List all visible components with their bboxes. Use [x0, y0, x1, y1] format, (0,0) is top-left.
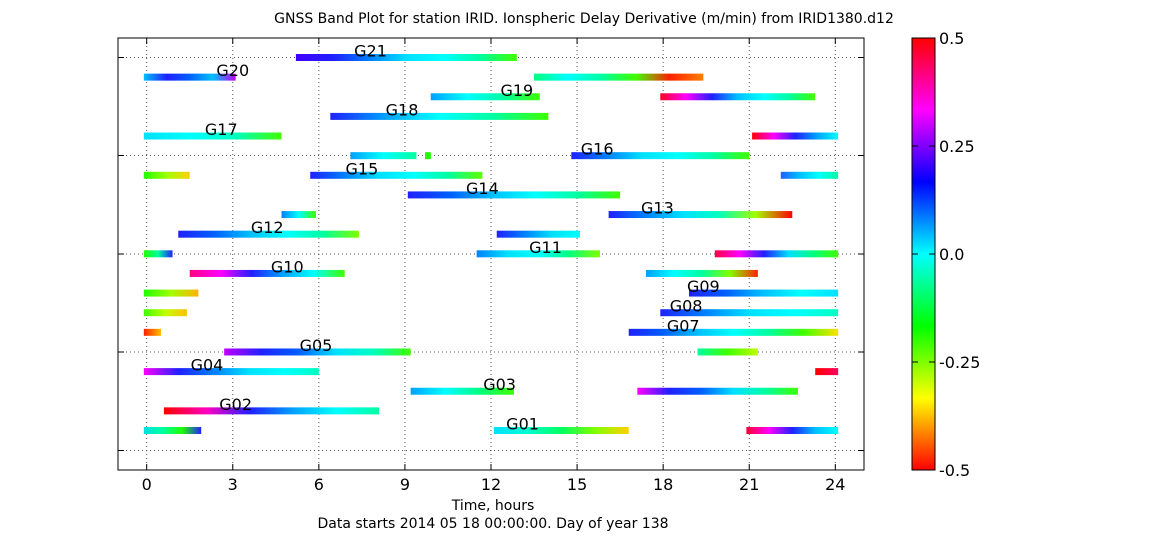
- pass-band-g03: [410, 387, 514, 395]
- chart-subtitle: Data starts 2014 05 18 00:00:00. Day of …: [317, 516, 668, 532]
- x-tick-label: 21: [739, 475, 759, 494]
- x-tick-label: 6: [314, 475, 324, 494]
- pass-band-g08: [143, 309, 187, 317]
- satellite-label: G21: [354, 42, 387, 61]
- colorbar-tick-label: -0.5: [939, 461, 970, 480]
- x-tick-label: 0: [142, 475, 152, 494]
- colorbar-tick-label: 0.25: [939, 137, 975, 156]
- pass-band-g04: [143, 368, 319, 376]
- colorbar-tick-label: -0.25: [939, 353, 980, 372]
- pass-band-g11: [143, 250, 173, 258]
- pass-band-g12: [496, 230, 580, 238]
- pass-band-g05: [697, 348, 758, 356]
- pass-band-g07: [143, 328, 162, 336]
- satellite-label: G11: [529, 238, 562, 257]
- bands: [143, 54, 839, 434]
- satellite-label: G05: [300, 336, 333, 355]
- pass-band-g13: [281, 211, 316, 219]
- x-axis: 0 3 6 9 12 15 18 21 24: [118, 38, 864, 494]
- x-tick-label: 24: [825, 475, 845, 494]
- satellite-label: G10: [271, 257, 304, 276]
- pass-band-g16: [571, 152, 750, 160]
- satellite-label: G16: [581, 140, 614, 159]
- x-axis-label: Time, hours: [451, 498, 535, 514]
- pass-band-g05: [224, 348, 411, 356]
- pass-band-g20: [534, 73, 704, 81]
- satellite-label: G18: [386, 100, 419, 119]
- satellite-label: G01: [506, 415, 539, 434]
- satellite-label: G13: [641, 199, 674, 218]
- satellite-label: G20: [216, 61, 249, 80]
- pass-band-g10: [189, 269, 345, 277]
- chart-title: GNSS Band Plot for station IRID. Ionsphe…: [274, 11, 894, 27]
- satellite-label: G02: [219, 395, 252, 414]
- x-tick-label: 18: [653, 475, 673, 494]
- pass-band-g19: [430, 93, 540, 101]
- satellite-label: G09: [687, 277, 720, 296]
- colorbar-tick-label: 0.0: [939, 245, 964, 264]
- pass-band-g14: [407, 191, 621, 199]
- satellite-label: G12: [251, 218, 284, 237]
- satellite-label: G17: [205, 120, 238, 139]
- satellite-label: G08: [670, 297, 703, 316]
- pass-band-g21: [295, 54, 517, 61]
- colorbar-ticks: 0.5 0.25 0.0 -0.25 -0.5: [912, 29, 980, 480]
- pass-band-g19: [660, 93, 816, 101]
- pass-band-g15: [143, 171, 190, 179]
- pass-band-g09: [143, 289, 199, 297]
- x-tick-label: 12: [481, 475, 501, 494]
- pass-band-g13: [608, 211, 793, 219]
- pass-band-g18: [330, 112, 549, 120]
- satellite-label: G03: [483, 375, 516, 394]
- pass-band-g04: [815, 368, 839, 376]
- pass-band-g15: [310, 171, 483, 179]
- satellite-label: G15: [346, 159, 379, 178]
- satellite-label: G04: [191, 356, 224, 375]
- pass-band-g11: [714, 250, 839, 258]
- pass-band-g12: [178, 230, 360, 238]
- pass-band-g10: [645, 269, 758, 277]
- x-tick-label: 9: [400, 475, 410, 494]
- x-tick-label: 3: [228, 475, 238, 494]
- pass-band-g08: [660, 309, 839, 317]
- pass-band-g15: [780, 171, 839, 179]
- pass-band-g16: [425, 152, 431, 160]
- pass-band-g03: [637, 387, 799, 395]
- pass-band-g02: [163, 407, 380, 415]
- pass-band-g20: [143, 73, 236, 81]
- pass-band-g17: [143, 132, 282, 140]
- pass-band-g09: [688, 289, 839, 297]
- satellite-label: G14: [466, 179, 499, 198]
- pass-band-g16: [350, 152, 417, 160]
- satellite-label: G19: [500, 81, 533, 100]
- pass-band-g01: [143, 427, 202, 434]
- pass-band-g01: [493, 427, 629, 434]
- pass-band-g07: [628, 328, 839, 336]
- pass-band-g17: [752, 132, 839, 140]
- colorbar: 0.5 0.25 0.0 -0.25 -0.5: [911, 29, 980, 480]
- pass-band-g11: [476, 250, 601, 258]
- pass-band-g01: [746, 427, 839, 434]
- colorbar-tick-label: 0.5: [939, 29, 964, 48]
- x-tick-label: 15: [567, 475, 587, 494]
- satellite-label: G07: [667, 316, 700, 335]
